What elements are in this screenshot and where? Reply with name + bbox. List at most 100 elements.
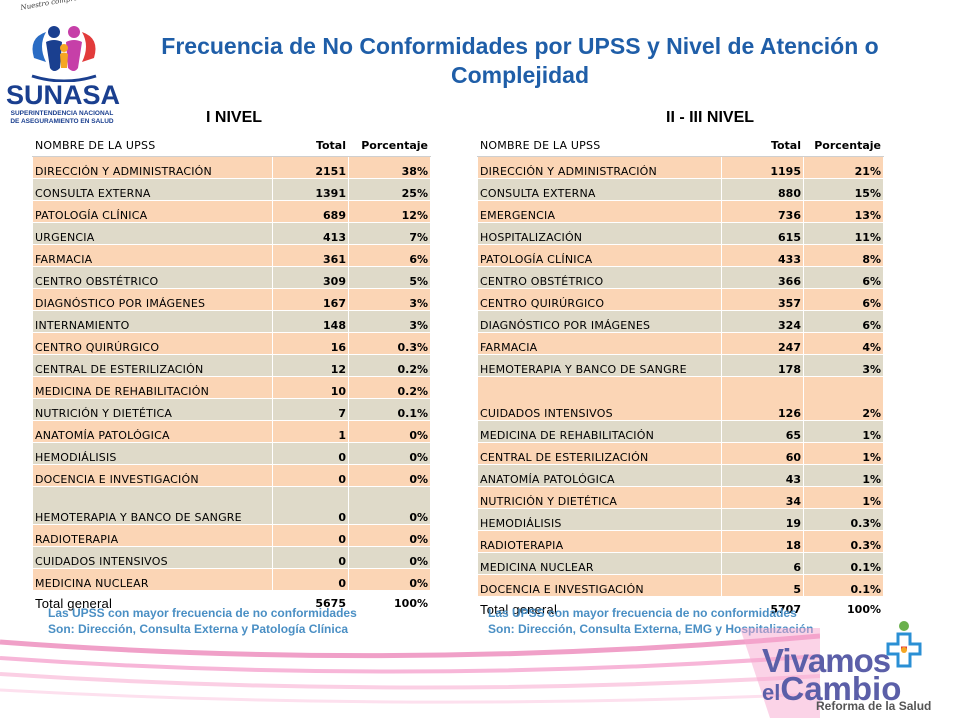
row-name: RADIOTERAPIA	[477, 530, 722, 553]
row-total: 0	[272, 524, 349, 547]
row-total: 324	[721, 310, 804, 333]
table-row: ANATOMÍA PATOLÓGICA 43 1%	[477, 464, 884, 487]
row-total: 1391	[272, 178, 349, 201]
header-pct-col: Porcentaje	[348, 134, 431, 157]
row-name: DIAGNÓSTICO POR IMÁGENES	[477, 310, 722, 333]
row-name: CENTRO OBSTÉTRICO	[477, 266, 722, 289]
row-name: CENTRAL DE ESTERILIZACIÓN	[32, 354, 273, 377]
row-total: 7	[272, 398, 349, 421]
row-total: 0	[272, 568, 349, 591]
row-name: ANATOMÍA PATOLÓGICA	[477, 464, 722, 487]
row-percentage: 25%	[348, 178, 431, 201]
level1-note: Las UPSS con mayor frecuencia de no conf…	[48, 605, 448, 637]
row-total: 43	[721, 464, 804, 487]
level23-table: NOMBRE DE LA UPSS Total Porcentaje DIRECCIÓ…	[477, 134, 884, 617]
table-row: HEMOTERAPIA Y BANCO DE SANGRE 0 0%	[32, 486, 431, 525]
level23-note: Las UPSS con mayor frecuencia de no conf…	[488, 605, 908, 637]
row-percentage: 38%	[348, 156, 431, 179]
row-total: 615	[721, 222, 804, 245]
row-total: 10	[272, 376, 349, 399]
row-percentage: 15%	[803, 178, 884, 201]
row-name: NUTRICIÓN Y DIETÉTICA	[477, 486, 722, 509]
row-percentage: 7%	[348, 222, 431, 245]
row-percentage: 0%	[348, 486, 431, 525]
header-total-col: Total	[721, 134, 804, 157]
row-name: DIAGNÓSTICO POR IMÁGENES	[32, 288, 273, 311]
row-total: 357	[721, 288, 804, 311]
cambio-word: elCambio	[762, 670, 901, 708]
page-title: Frecuencia de No Conformidades por UPSS …	[161, 33, 879, 88]
total-row: Total general 5675 100%	[32, 590, 431, 611]
health-cross-icon	[886, 621, 922, 668]
row-name: CUIDADOS INTENSIVOS	[477, 376, 722, 421]
row-percentage: 1%	[803, 464, 884, 487]
row-name: CENTRO QUIRÚRGICO	[477, 288, 722, 311]
row-percentage: 11%	[803, 222, 884, 245]
total-row: Total general 5707 100%	[477, 596, 884, 617]
row-name: NUTRICIÓN Y DIETÉTICA	[32, 398, 273, 421]
row-total: 1	[272, 420, 349, 443]
header-name-col: NOMBRE DE LA UPSS	[477, 134, 722, 157]
table-header-row: NOMBRE DE LA UPSS Total Porcentaje	[32, 134, 431, 157]
row-name: CUIDADOS INTENSIVOS	[32, 546, 273, 569]
table-row: CENTRO OBSTÉTRICO 366 6%	[477, 266, 884, 289]
table-row: RADIOTERAPIA 0 0%	[32, 524, 431, 547]
level1-note-line2: Son: Dirección, Consulta Externa y Patol…	[48, 622, 349, 636]
row-percentage: 3%	[348, 310, 431, 333]
table-row: HEMODIÁLISIS 0 0%	[32, 442, 431, 465]
row-total: 18	[721, 530, 804, 553]
row-name: URGENCIA	[32, 222, 273, 245]
sunasa-brand: SUNASA	[6, 80, 121, 110]
row-total: 366	[721, 266, 804, 289]
row-percentage: 0%	[348, 420, 431, 443]
table-row: CENTRAL DE ESTERILIZACIÓN 12 0.2%	[32, 354, 431, 377]
row-total: 19	[721, 508, 804, 531]
row-name: HEMODIÁLISIS	[32, 442, 273, 465]
header-total-col: Total	[272, 134, 349, 157]
row-percentage: 4%	[803, 332, 884, 355]
table-row: NUTRICIÓN Y DIETÉTICA 7 0.1%	[32, 398, 431, 421]
cambio-text: Cambio	[780, 670, 902, 707]
row-percentage: 0.3%	[348, 332, 431, 355]
total-label: Total general	[477, 596, 722, 617]
row-total: 361	[272, 244, 349, 267]
table-row: MEDICINA DE REHABILITACIÓN 65 1%	[477, 420, 884, 443]
level23-note-line1: Las UPSS con mayor frecuencia de no conf…	[488, 606, 797, 620]
row-name: ANATOMÍA PATOLÓGICA	[32, 420, 273, 443]
row-percentage: 1%	[803, 420, 884, 443]
row-percentage: 0.3%	[803, 530, 884, 553]
row-percentage: 6%	[803, 310, 884, 333]
row-total: 12	[272, 354, 349, 377]
stripes-decoration-icon	[0, 628, 820, 718]
row-name: EMERGENCIA	[477, 200, 722, 223]
table-header-row: NOMBRE DE LA UPSS Total Porcentaje	[477, 134, 884, 157]
row-name: CONSULTA EXTERNA	[477, 178, 722, 201]
row-percentage: 0%	[348, 464, 431, 487]
table-row: RADIOTERAPIA 18 0.3%	[477, 530, 884, 553]
row-percentage: 12%	[348, 200, 431, 223]
table-row: DIRECCIÓN Y ADMINISTRACIÓN 1195 21%	[477, 156, 884, 179]
row-total: 167	[272, 288, 349, 311]
table-row: CENTRAL DE ESTERILIZACIÓN 60 1%	[477, 442, 884, 465]
table-row: URGENCIA 413 7%	[32, 222, 431, 245]
table-row: CONSULTA EXTERNA 1391 25%	[32, 178, 431, 201]
row-total: 413	[272, 222, 349, 245]
row-percentage: 2%	[803, 376, 884, 421]
row-name: RADIOTERAPIA	[32, 524, 273, 547]
row-total: 148	[272, 310, 349, 333]
row-total: 0	[272, 546, 349, 569]
row-total: 126	[721, 376, 804, 421]
row-name: HEMOTERAPIA Y BANCO DE SANGRE	[477, 354, 722, 377]
row-name: CENTRAL DE ESTERILIZACIÓN	[477, 442, 722, 465]
table-row: HEMODIÁLISIS 19 0.3%	[477, 508, 884, 531]
table-row: DOCENCIA E INVESTIGACIÓN 5 0.1%	[477, 574, 884, 597]
row-percentage: 5%	[348, 266, 431, 289]
table-row: HOSPITALIZACIÓN 615 11%	[477, 222, 884, 245]
row-total: 0	[272, 442, 349, 465]
row-name: CENTRO OBSTÉTRICO	[32, 266, 273, 289]
row-percentage: 0%	[348, 568, 431, 591]
row-name: CENTRO QUIRÚRGICO	[32, 332, 273, 355]
sunasa-subtitle: SUPERINTENDENCIA NACIONAL DE ASEGURAMIEN…	[10, 110, 114, 125]
row-total: 5	[721, 574, 804, 597]
table-row: CENTRO QUIRÚRGICO 357 6%	[477, 288, 884, 311]
